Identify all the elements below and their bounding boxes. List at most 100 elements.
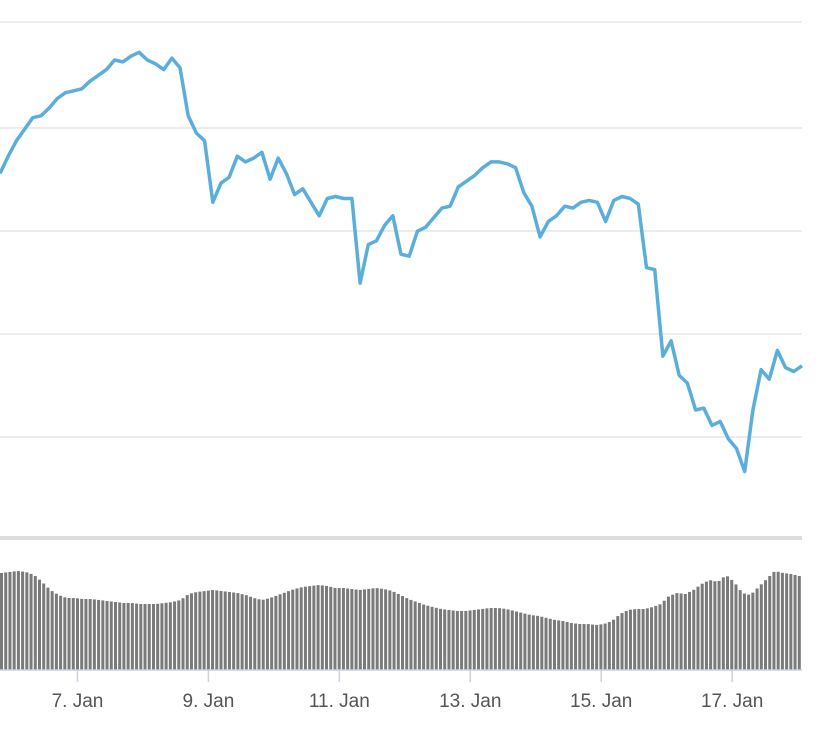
- volume-bar: [29, 573, 33, 670]
- volume-bar: [586, 624, 590, 670]
- volume-bar: [265, 598, 269, 670]
- volume-bar: [173, 601, 177, 670]
- volume-bar: [514, 611, 518, 670]
- volume-bar: [536, 615, 540, 670]
- volume-bar: [506, 609, 510, 670]
- volume-bar: [244, 595, 248, 670]
- volume-bar: [523, 613, 527, 670]
- volume-bar: [704, 581, 708, 670]
- volume-bar: [189, 593, 193, 670]
- volume-bar: [282, 592, 286, 670]
- volume-bar: [240, 594, 244, 670]
- volume-bar: [232, 592, 236, 670]
- volume-bar: [443, 609, 447, 670]
- x-tick-label: 7. Jan: [52, 691, 104, 712]
- volume-bar: [455, 611, 459, 670]
- volume-bar: [257, 599, 261, 670]
- volume-bar: [447, 609, 451, 670]
- volume-bar: [527, 614, 531, 670]
- volume-bar: [101, 600, 105, 670]
- volume-bar: [71, 598, 75, 670]
- volume-bar: [755, 588, 759, 670]
- volume-bar: [21, 571, 25, 670]
- volume-bar: [658, 604, 662, 670]
- volume-bar: [759, 584, 763, 670]
- volume-bar: [164, 602, 168, 670]
- volume-bar: [401, 596, 405, 670]
- volume-bar: [278, 594, 282, 670]
- volume-bar: [451, 610, 455, 670]
- volume-bar: [4, 572, 8, 670]
- volume-bar: [92, 599, 96, 670]
- volume-bar: [206, 590, 210, 670]
- volume-bar: [156, 603, 160, 670]
- volume-bar: [223, 591, 227, 670]
- volume-bar: [721, 577, 725, 670]
- volume-bar: [392, 591, 396, 670]
- volume-bar: [215, 590, 219, 670]
- volume-bar: [316, 585, 320, 670]
- volume-bars: [0, 571, 801, 670]
- volume-bar: [350, 589, 354, 670]
- volume-bar: [430, 606, 434, 670]
- volume-bar: [185, 595, 189, 670]
- volume-bar: [160, 603, 164, 670]
- price-series-line: [0, 50, 803, 474]
- volume-bar: [688, 591, 692, 670]
- volume-bar: [113, 602, 117, 670]
- volume-bar: [396, 593, 400, 670]
- x-tick-label: 11. Jan: [309, 691, 370, 712]
- volume-bar: [126, 603, 130, 670]
- x-tick-label: 15. Jan: [570, 691, 632, 712]
- volume-bar: [519, 612, 523, 670]
- price-line-area: [0, 50, 803, 474]
- volume-bar: [574, 623, 578, 670]
- volume-bar: [590, 624, 594, 670]
- volume-bar: [363, 589, 367, 670]
- volume-bar: [544, 617, 548, 670]
- volume-bar: [679, 593, 683, 670]
- volume-bar: [88, 599, 92, 670]
- volume-bar: [717, 580, 721, 670]
- volume-bar: [624, 611, 628, 670]
- volume-bar: [464, 610, 468, 670]
- volume-bar: [308, 586, 312, 670]
- volume-bar: [768, 576, 772, 670]
- x-tick-label: 13. Jan: [439, 691, 501, 712]
- volume-bar: [561, 620, 565, 670]
- volume-bar: [751, 592, 755, 670]
- volume-bar: [299, 587, 303, 670]
- volume-bar: [599, 624, 603, 670]
- volume-bar: [498, 608, 502, 670]
- volume-bar: [329, 586, 333, 670]
- volume-bar: [797, 576, 801, 670]
- volume-bar: [194, 592, 198, 670]
- volume-bar: [354, 589, 358, 670]
- volume-bar: [25, 572, 29, 670]
- volume-bar: [379, 588, 383, 670]
- volume-bar: [552, 619, 556, 670]
- volume-bar: [42, 583, 46, 670]
- volume-bar: [291, 589, 295, 670]
- volume-bar: [118, 602, 122, 670]
- volume-bar: [346, 588, 350, 670]
- volume-bar: [143, 604, 147, 670]
- volume-bar: [261, 599, 265, 670]
- volume-bar: [700, 583, 704, 670]
- volume-bar: [426, 605, 430, 670]
- volume-bar: [772, 571, 776, 670]
- volume-bar: [662, 600, 666, 670]
- volume-bar: [320, 585, 324, 670]
- volume-bar: [595, 624, 599, 670]
- volume-bar: [384, 589, 388, 670]
- volume-bar: [367, 588, 371, 670]
- volume-bar: [422, 604, 426, 670]
- volume-bar: [105, 600, 109, 670]
- volume-bar: [151, 604, 155, 670]
- volume-bar: [481, 608, 485, 670]
- volume-bar: [747, 594, 751, 670]
- volume-bar: [493, 608, 497, 670]
- volume-bar: [303, 586, 307, 670]
- volume-bar: [569, 623, 573, 670]
